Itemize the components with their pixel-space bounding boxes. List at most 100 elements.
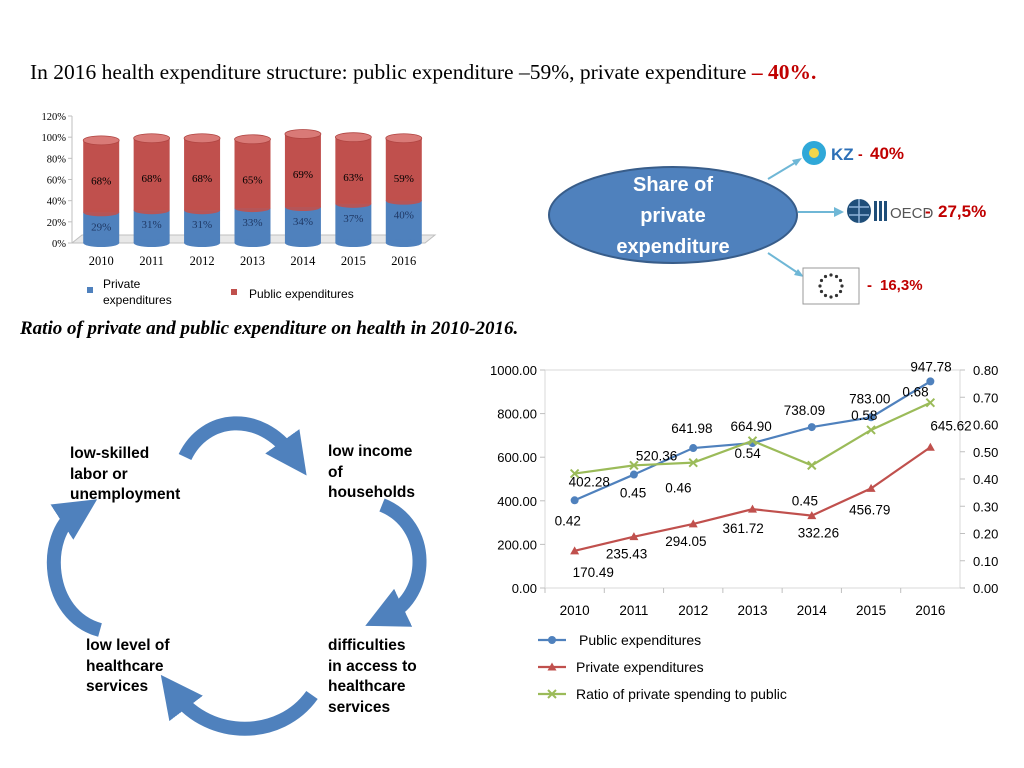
bar-y-tick-label: 20% xyxy=(47,218,67,229)
bar-private-base xyxy=(284,239,321,247)
bar-public-joint xyxy=(184,206,221,215)
cycle-arrow-bottom xyxy=(160,674,318,736)
page-title: In 2016 health expenditure structure: pu… xyxy=(30,60,1010,85)
legend-private-text: Private expenditures xyxy=(103,277,172,307)
arrowhead-oecd xyxy=(834,207,844,217)
bar-public-label: 65% xyxy=(242,174,262,186)
line-x-tick-label: 2016 xyxy=(915,603,945,618)
line-x-tick-label: 2013 xyxy=(737,603,767,618)
eu-star-icon xyxy=(834,274,839,279)
bar-y-tick-label: 100% xyxy=(42,133,67,144)
line-label-ratio: 0.68 xyxy=(902,385,928,400)
share-label: Share of private expenditure xyxy=(600,170,746,263)
line-label-ratio: 0.46 xyxy=(665,481,691,496)
line-point-private xyxy=(925,442,935,451)
bar-public-joint xyxy=(284,203,321,212)
oecd-badge-text: OECD xyxy=(890,205,934,222)
bar-private-label: 37% xyxy=(343,213,363,225)
bar-y-tick-label: 0% xyxy=(52,239,66,250)
eu-star-icon xyxy=(819,278,824,283)
bar-private-base xyxy=(385,239,422,247)
line-x-tick-label: 2010 xyxy=(560,603,590,618)
line-x-tick-label: 2014 xyxy=(797,603,828,618)
line-y-right-tick-label: 0.10 xyxy=(973,554,998,569)
line-y-left-tick-label: 800.00 xyxy=(497,407,537,422)
cycle-node-low-income: low income of households xyxy=(328,443,415,501)
line-point-public xyxy=(570,496,579,505)
eu-star-icon xyxy=(823,293,828,298)
bar-public-cap xyxy=(334,132,372,143)
legend-text-public: Public expenditures xyxy=(579,632,701,648)
line-point-public xyxy=(926,377,935,386)
kz-badge-text: KZ xyxy=(831,145,854,164)
bar-public-cap xyxy=(183,133,221,144)
line-point-public xyxy=(807,423,816,432)
cycle-node-difficulties: difficulties in access to healthcare ser… xyxy=(328,637,417,716)
legend-private-line: expenditures xyxy=(103,293,172,307)
bar-y-tick-label: 60% xyxy=(47,176,67,187)
arrow-to-kz xyxy=(767,160,799,180)
share-panel: KZ - 40% OECD - 27,5% - 16,3% xyxy=(548,141,986,305)
bar-private-label: 29% xyxy=(91,221,111,233)
arrowhead-eu xyxy=(794,269,804,277)
eu-star-icon xyxy=(829,273,833,277)
line-label-public: 947.78 xyxy=(910,359,951,374)
bar-private-label: 40% xyxy=(394,210,414,222)
cycle-arrow-top xyxy=(178,416,307,476)
oecd-value-prefix: - xyxy=(925,202,931,221)
bar-x-tick-label: 2013 xyxy=(240,254,265,268)
bar-public-label: 63% xyxy=(343,172,363,184)
eu-star-icon xyxy=(829,295,833,299)
bar-x-tick-label: 2016 xyxy=(391,254,416,268)
bar-x-tick-label: 2015 xyxy=(341,254,366,268)
line-point-private xyxy=(629,532,639,541)
bar-private-label: 34% xyxy=(293,216,313,228)
line-y-left-tick-label: 600.00 xyxy=(497,450,537,465)
eu-star-icon xyxy=(834,293,839,298)
eu-star-icon xyxy=(838,278,843,283)
oecd-value: 27,5% xyxy=(938,202,986,221)
oecd-globe-lines-icon xyxy=(849,199,869,223)
oecd-stripes-icon xyxy=(874,201,887,221)
bar-public xyxy=(335,137,372,204)
line-y-right-tick-label: 0.60 xyxy=(973,418,998,433)
bar-private-base xyxy=(335,239,372,247)
line-label-private: 170.49 xyxy=(573,565,614,580)
bar-public-cap xyxy=(82,135,120,146)
line-point-ratio xyxy=(866,425,876,435)
bar-private xyxy=(83,212,120,243)
bar-public-label: 68% xyxy=(142,173,162,185)
line-x-tick-label: 2011 xyxy=(619,603,648,618)
bar-private-base xyxy=(234,239,271,247)
line-y-right-tick-label: 0.70 xyxy=(973,390,998,405)
eu-star-icon xyxy=(819,289,824,294)
legend-public-text: Public expenditures xyxy=(249,287,354,301)
cycle-arrow-right xyxy=(365,498,427,627)
legend-marker-ratio xyxy=(547,689,557,699)
line-point-private xyxy=(570,546,580,555)
line-x-tick-label: 2012 xyxy=(678,603,708,618)
line-point-ratio xyxy=(925,397,936,408)
line-y-left-tick-label: 400.00 xyxy=(497,494,537,509)
bar-public-label: 68% xyxy=(91,175,111,187)
bar-public xyxy=(133,138,170,211)
line-point-private xyxy=(688,519,698,528)
bar-public xyxy=(83,140,120,213)
line-point-ratio xyxy=(569,468,580,479)
line-y-right-tick-label: 0.40 xyxy=(973,472,998,487)
line-label-public: 738.09 xyxy=(784,403,825,418)
bar-y-tick-label: 40% xyxy=(47,197,67,208)
bar-private xyxy=(234,208,271,243)
chart-subtitle: Ratio of private and public expenditure … xyxy=(20,318,519,339)
bar-x-tick-label: 2011 xyxy=(139,254,164,268)
stacked-bar-chart: 0% 20% 40% 60% 80% 100% 120% 29% 68% 2010 31% 68% 20… xyxy=(42,112,437,307)
bar-public-joint xyxy=(335,199,372,208)
line-label-public: 783.00 xyxy=(849,391,890,406)
eu-star-icon xyxy=(823,274,828,279)
line-point-ratio xyxy=(747,436,758,446)
bar-public-joint xyxy=(83,208,120,217)
bar-private xyxy=(284,207,321,243)
bar-public-joint xyxy=(133,206,170,215)
line-chart: 0.00 200.00 400.00 600.00 800.00 1000.00 0.00 0… xyxy=(490,359,998,702)
line-point-private xyxy=(748,504,757,513)
